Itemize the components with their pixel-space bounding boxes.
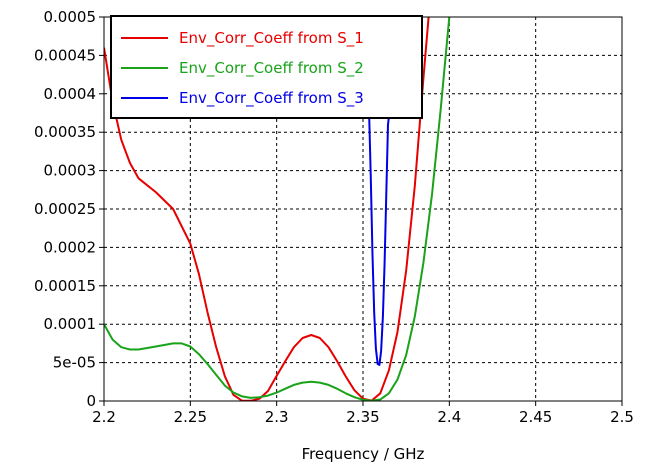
x-tick-label: 2.2 <box>92 408 116 426</box>
y-tick-label: 0.0005 <box>44 8 97 26</box>
y-tick-label: 0 <box>86 392 96 410</box>
series-layer <box>104 17 451 401</box>
legend-label: Env_Corr_Coeff from S_3 <box>179 89 364 108</box>
legend: Env_Corr_Coeff from S_1 Env_Corr_Coeff fr… <box>110 15 423 119</box>
x-axis-title: Frequency / GHz <box>302 445 425 463</box>
series-line <box>368 109 391 366</box>
y-tick-label: 0.00045 <box>34 46 96 64</box>
ticks: 2.2 2.25 2.3 2.35 2.4 2.45 2.5 0 5e-05 0.0001 0.00… <box>34 8 634 426</box>
series-line <box>104 17 430 401</box>
x-tick-label: 2.4 <box>437 408 461 426</box>
x-tick-label: 2.5 <box>610 408 634 426</box>
y-tick-label: 0.0004 <box>44 85 97 103</box>
y-tick-label: 0.00035 <box>34 123 96 141</box>
y-tick-label: 0.0001 <box>44 315 97 333</box>
series-line <box>104 17 451 401</box>
y-tick-label: 0.0003 <box>44 162 97 180</box>
legend-label: Env_Corr_Coeff from S_1 <box>179 29 364 48</box>
y-tick-label: 0.00025 <box>34 200 96 218</box>
x-tick-label: 2.3 <box>265 408 289 426</box>
legend-label: Env_Corr_Coeff from S_2 <box>179 59 364 78</box>
x-tick-label: 2.45 <box>519 408 552 426</box>
x-tick-label: 2.25 <box>174 408 207 426</box>
x-tick-label: 2.35 <box>346 408 379 426</box>
y-tick-label: 0.0002 <box>44 238 97 256</box>
y-tick-label: 5e-05 <box>53 354 96 372</box>
y-tick-label: 0.00015 <box>34 277 96 295</box>
